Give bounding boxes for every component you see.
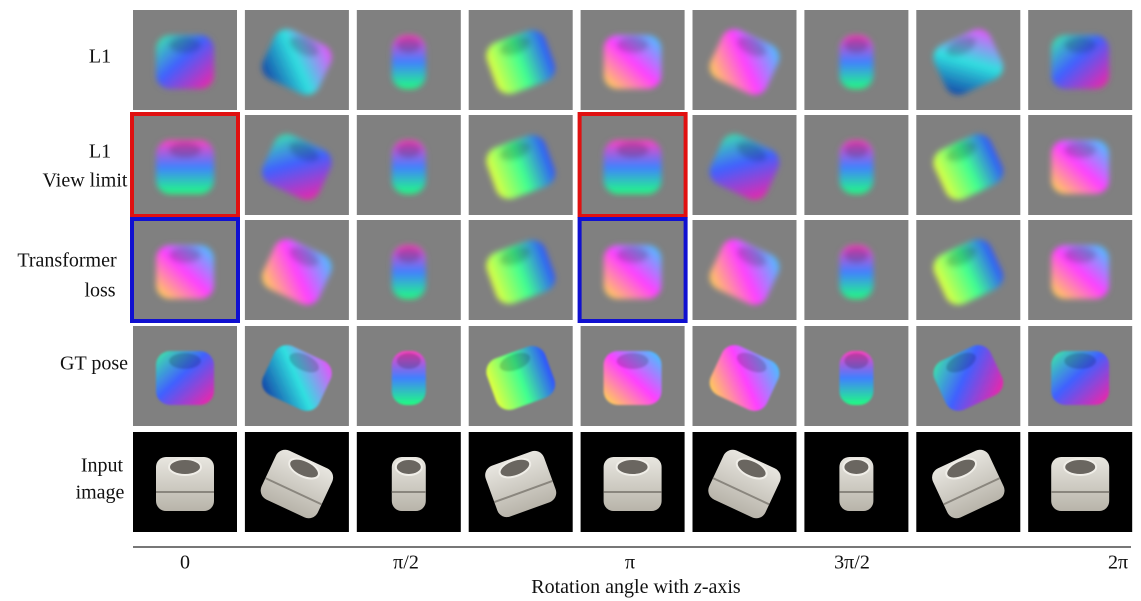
- object: [156, 351, 214, 405]
- object-hole: [617, 247, 649, 263]
- object: [1051, 35, 1109, 89]
- object-hole: [1064, 353, 1096, 369]
- tick-label: 2π: [1108, 552, 1128, 574]
- tick-label: π/2: [393, 552, 419, 574]
- object: [839, 245, 873, 299]
- object: [604, 35, 662, 89]
- row-label: L1: [89, 46, 111, 68]
- object: [1051, 140, 1109, 194]
- object-hole: [844, 37, 868, 53]
- row-label: image: [76, 482, 125, 504]
- tick-label: π: [625, 552, 635, 574]
- row-label: Transformer: [17, 250, 117, 272]
- row-label: L1: [89, 141, 111, 163]
- page: L1 L1 View limit Transformer loss GT pos…: [0, 0, 1141, 601]
- object: [156, 457, 214, 511]
- object: [604, 457, 662, 511]
- object-hole: [844, 142, 868, 158]
- object-hole: [169, 459, 201, 475]
- object-hole: [397, 37, 421, 53]
- object: [392, 35, 426, 89]
- object: [392, 140, 426, 194]
- object-hole: [844, 247, 868, 263]
- object-hole: [397, 247, 421, 263]
- object: [604, 140, 662, 194]
- object-hole: [1064, 142, 1096, 158]
- object: [392, 457, 426, 511]
- object: [392, 351, 426, 405]
- figure: L1 L1 View limit Transformer loss GT pos…: [0, 0, 1141, 601]
- object: [839, 35, 873, 89]
- row-label: Input: [81, 455, 124, 477]
- object-hole: [617, 37, 649, 53]
- object-hole: [169, 37, 201, 53]
- object: [604, 351, 662, 405]
- object: [1051, 245, 1109, 299]
- object: [839, 140, 873, 194]
- object-hole: [1064, 247, 1096, 263]
- object: [839, 351, 873, 405]
- object-hole: [169, 247, 201, 263]
- object-hole: [844, 353, 868, 369]
- object-hole: [397, 353, 421, 369]
- object: [1051, 457, 1109, 511]
- object: [839, 457, 873, 511]
- tick-label: 0: [180, 552, 190, 574]
- object-hole: [169, 353, 201, 369]
- object-hole: [843, 459, 869, 475]
- axis-title-part: -axis: [702, 576, 741, 598]
- object-hole: [169, 142, 201, 158]
- object: [156, 140, 214, 194]
- object: [392, 245, 426, 299]
- object-hole: [617, 142, 649, 158]
- row-label: loss: [84, 280, 115, 302]
- object-hole: [1064, 459, 1096, 475]
- object: [604, 245, 662, 299]
- object: [156, 245, 214, 299]
- axis-title-part: z: [693, 576, 702, 598]
- axis-title-part: Rotation angle with: [531, 576, 694, 598]
- object-hole: [397, 142, 421, 158]
- row-label: GT pose: [60, 353, 128, 375]
- object-hole: [1064, 37, 1096, 53]
- image-grid: [132, 10, 1132, 532]
- object-hole: [617, 459, 649, 475]
- axis-title: Rotation angle with z-axis: [531, 576, 741, 598]
- object-hole: [396, 459, 422, 475]
- object: [1051, 351, 1109, 405]
- object: [156, 35, 214, 89]
- object-hole: [617, 353, 649, 369]
- row-label: View limit: [43, 170, 128, 192]
- tick-label: 3π/2: [834, 552, 870, 574]
